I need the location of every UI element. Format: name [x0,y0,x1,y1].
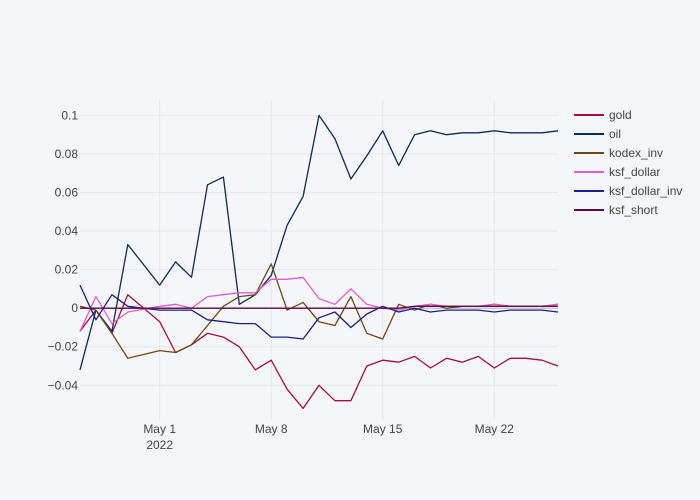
y-tick-label: 0.08 [55,147,79,161]
legend-label: gold [609,108,632,122]
legend-label: kodex_inv [609,146,663,160]
legend[interactable]: gold oil kodex_inv ksf_dollar ksf_dollar_inv… [574,108,682,217]
x-axis: May 1 2022 May 8 May 15 May 22 [143,422,514,452]
x-tick-sublabel: 2022 [146,438,173,452]
legend-item-ksf_dollar[interactable]: ksf_dollar [574,165,660,179]
legend-item-ksf_dollar_inv[interactable]: ksf_dollar_inv [574,184,682,198]
y-tick-label: 0.1 [61,108,78,122]
x-tick-label: May 1 [143,422,176,436]
legend-label: oil [609,127,621,141]
legend-item-ksf_short[interactable]: ksf_short [574,203,658,217]
series-line-ksf_short [80,305,558,309]
legend-label: ksf_dollar_inv [609,184,682,198]
legend-label: ksf_short [609,203,658,217]
y-tick-label: −0.04 [48,378,79,392]
legend-item-kodex_inv[interactable]: kodex_inv [574,146,663,160]
series-line-ksf_dollar [79,276,559,332]
y-tick-label: 0 [71,301,78,315]
y-tick-label: −0.02 [48,340,79,354]
y-tick-label: 0.02 [55,263,79,277]
x-tick-label: May 15 [363,422,403,436]
x-tick-label: May 22 [475,422,515,436]
series-line-gold [79,294,559,410]
legend-item-gold[interactable]: gold [574,108,632,122]
gridlines [80,100,558,420]
series-line-ksf_dollar_inv [79,284,559,340]
y-axis: 0.1 0.08 0.06 0.04 0.02 0 −0.02 −0.04 [48,108,79,392]
x-tick-label: May 8 [255,422,288,436]
series-line-oil [79,114,559,371]
y-tick-label: 0.06 [55,186,79,200]
y-tick-label: 0.04 [55,224,79,238]
legend-label: ksf_dollar [609,165,660,179]
series-lines [79,114,559,410]
legend-item-oil[interactable]: oil [574,127,621,141]
